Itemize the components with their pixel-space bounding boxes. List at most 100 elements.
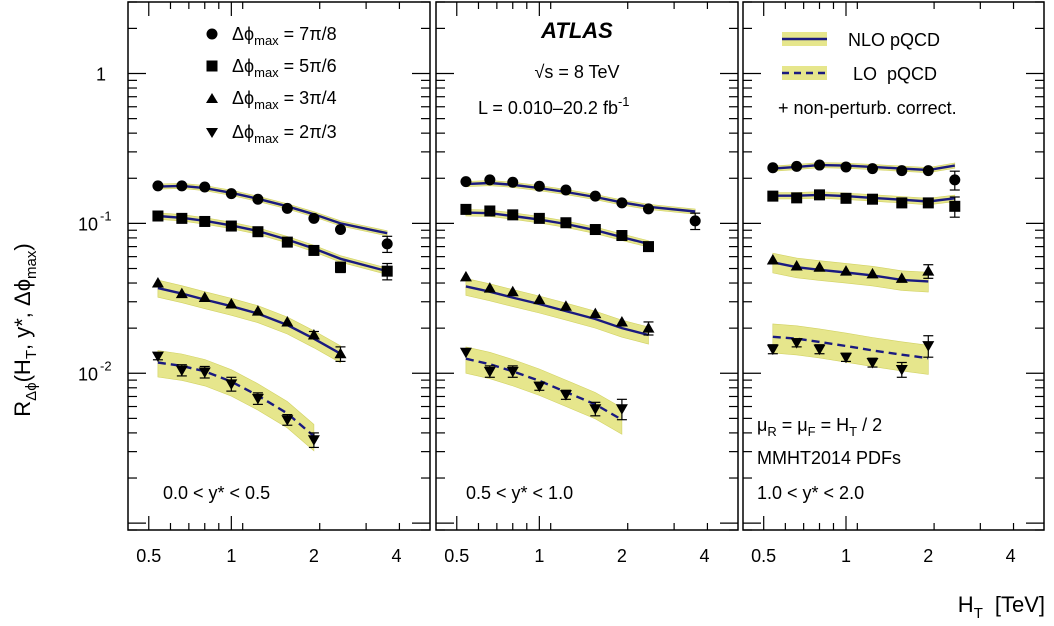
data-point-circle bbox=[866, 163, 878, 175]
data-point-triangle-down bbox=[790, 338, 803, 349]
data-point-circle bbox=[814, 159, 826, 171]
data-point-triangle-down bbox=[589, 404, 602, 415]
x-tick-label: 2 bbox=[617, 546, 627, 566]
data-point-square bbox=[176, 212, 188, 224]
legend-lo-label: LO pQCD bbox=[853, 64, 937, 84]
legend-label-2pi3: Δϕmax = 2π/3 bbox=[232, 122, 337, 146]
data-point-circle bbox=[199, 181, 211, 193]
data-point-square bbox=[252, 226, 264, 238]
data-point-triangle-down bbox=[559, 390, 572, 401]
data-point-square bbox=[381, 265, 393, 277]
data-point-triangle-up bbox=[813, 261, 826, 272]
legend-label-7pi8: Δϕmax = 7π/8 bbox=[232, 24, 337, 48]
data-point-triangle-up bbox=[790, 259, 803, 271]
data-point-square bbox=[866, 193, 878, 205]
legend-nlo-label: NLO pQCD bbox=[848, 30, 940, 50]
y-tick-label: 10 bbox=[78, 214, 98, 234]
data-point-square bbox=[507, 209, 519, 221]
data-markers bbox=[151, 159, 961, 449]
data-point-circle bbox=[334, 224, 346, 236]
data-point-square bbox=[896, 197, 908, 209]
data-point-triangle-up bbox=[559, 300, 572, 311]
data-point-triangle-up bbox=[198, 291, 211, 303]
pdf-note: MMHT2014 PDFs bbox=[757, 448, 901, 468]
data-point-square bbox=[791, 192, 803, 204]
x-tick-label: 2 bbox=[309, 546, 319, 566]
data-point-circle bbox=[840, 161, 852, 173]
data-point-square bbox=[922, 197, 934, 209]
data-point-triangle-down bbox=[506, 366, 519, 378]
y-tick-label: 10 bbox=[78, 364, 98, 384]
legend-square-marker bbox=[206, 60, 218, 72]
data-point-circle bbox=[281, 202, 293, 214]
data-point-circle bbox=[589, 190, 601, 202]
y-tick-exponent: -1 bbox=[100, 208, 112, 223]
data-point-triangle-down bbox=[533, 381, 546, 393]
data-point-circle bbox=[176, 180, 188, 192]
data-point-triangle-down bbox=[813, 344, 826, 356]
data-point-triangle-up bbox=[866, 267, 879, 279]
data-point-square bbox=[152, 210, 164, 222]
data-point-circle bbox=[642, 203, 654, 215]
legend-label-3pi4: Δϕmax = 3π/4 bbox=[232, 88, 337, 112]
data-point-circle bbox=[460, 176, 472, 188]
panel-frame bbox=[127, 1, 431, 531]
data-point-circle bbox=[381, 238, 393, 250]
x-tick-label: 0.5 bbox=[444, 546, 469, 566]
data-point-triangle-up bbox=[307, 329, 320, 340]
data-point-square bbox=[616, 230, 628, 242]
legend-circle-marker bbox=[206, 28, 218, 40]
data-point-square bbox=[642, 241, 654, 253]
panel-frame bbox=[742, 1, 1045, 531]
experiment-label: ATLAS bbox=[540, 18, 613, 43]
axis-ticks bbox=[128, 1, 1044, 531]
data-point-triangle-down bbox=[198, 367, 211, 378]
data-point-square bbox=[225, 220, 237, 232]
y-axis-label: RΔϕ(HT, y*, Δϕmax) bbox=[10, 243, 40, 416]
data-point-triangle-down bbox=[459, 347, 472, 359]
legend-lo-band bbox=[782, 66, 827, 80]
x-tick-label: 4 bbox=[699, 546, 709, 566]
data-point-circle bbox=[616, 197, 628, 209]
data-point-square bbox=[533, 212, 545, 224]
data-point-circle bbox=[308, 212, 320, 224]
data-point-triangle-down bbox=[615, 404, 628, 415]
x-tick-label: 0.5 bbox=[136, 546, 161, 566]
theory-bands bbox=[157, 162, 956, 452]
data-point-triangle-down bbox=[251, 393, 264, 405]
legend-triangle-down-marker bbox=[206, 128, 218, 138]
data-point-circle bbox=[252, 193, 264, 205]
luminosity-label: L = 0.010–20.2 fb-1 bbox=[478, 94, 630, 118]
data-point-triangle-up bbox=[895, 272, 908, 283]
data-point-square bbox=[767, 190, 779, 202]
data-point-circle bbox=[791, 160, 803, 172]
x-axis-label: HT [TeV] bbox=[958, 592, 1045, 622]
data-point-triangle-down bbox=[895, 364, 908, 376]
legend-triangle-up-marker bbox=[206, 93, 218, 103]
data-point-triangle-down bbox=[175, 365, 188, 377]
data-point-circle bbox=[560, 184, 572, 196]
panel-2-range-label: 0.5 < y* < 1.0 bbox=[466, 483, 573, 503]
data-point-circle bbox=[484, 174, 496, 186]
data-point-square bbox=[334, 261, 346, 273]
y-tick-label: 1 bbox=[96, 65, 106, 85]
data-point-square bbox=[308, 244, 320, 256]
x-tick-label: 1 bbox=[534, 546, 544, 566]
data-point-square bbox=[281, 236, 293, 248]
panel-3-range-label: 1.0 < y* < 2.0 bbox=[757, 483, 864, 503]
data-point-circle bbox=[767, 162, 779, 174]
data-point-triangle-down bbox=[225, 379, 238, 390]
data-point-triangle-up bbox=[175, 287, 188, 299]
data-point-triangle-down bbox=[307, 435, 320, 446]
data-point-triangle-up bbox=[506, 285, 519, 297]
data-point-square bbox=[949, 200, 961, 212]
nlo-prediction-line bbox=[465, 285, 649, 337]
data-point-circle bbox=[896, 165, 908, 177]
data-point-circle bbox=[225, 188, 237, 200]
nlo-prediction-line bbox=[157, 184, 388, 235]
data-point-triangle-up bbox=[225, 297, 238, 309]
legend-label-5pi6: Δϕmax = 5π/6 bbox=[232, 56, 337, 80]
data-point-triangle-down bbox=[922, 341, 935, 352]
